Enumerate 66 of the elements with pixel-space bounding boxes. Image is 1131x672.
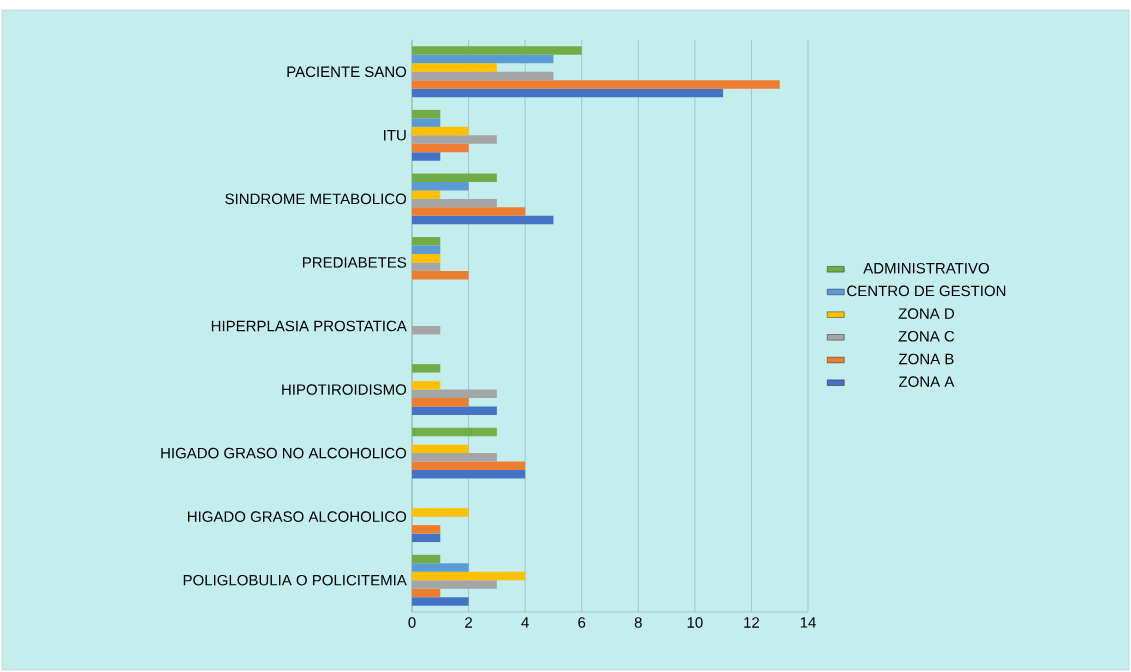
bar bbox=[412, 406, 497, 415]
bar bbox=[412, 444, 469, 454]
y-tick-label: ITU bbox=[384, 130, 406, 141]
bar bbox=[412, 325, 441, 335]
bar bbox=[412, 118, 441, 127]
y-tick-label: PACIENTE SANO bbox=[287, 66, 407, 78]
bar bbox=[412, 563, 469, 572]
bar bbox=[412, 152, 441, 161]
y-tick-label: HIPERPLASIA PROSTATICA bbox=[211, 320, 407, 332]
bar bbox=[412, 364, 441, 373]
bar bbox=[412, 237, 441, 246]
text: ZONA B bbox=[898, 353, 954, 365]
bar bbox=[412, 190, 441, 199]
x-tick-label: 10 bbox=[687, 617, 703, 628]
x-tick-label: 4 bbox=[521, 617, 529, 628]
bar bbox=[412, 126, 469, 136]
bar bbox=[412, 381, 441, 390]
bar bbox=[412, 533, 441, 543]
x-tick-label: 6 bbox=[578, 617, 586, 628]
bar bbox=[412, 461, 526, 471]
y-tick-label: HIGADO GRASO NO ALCOHOLICO bbox=[161, 447, 407, 459]
legend-label: ADMINISTRATIVO bbox=[863, 262, 989, 274]
x-tick-label: 2 bbox=[465, 617, 472, 628]
bar bbox=[412, 207, 526, 216]
legend-label: CENTRO DE GESTION bbox=[847, 285, 1006, 297]
bar bbox=[412, 54, 554, 64]
bar bbox=[412, 63, 497, 72]
bar bbox=[412, 580, 497, 589]
x-tick-label: 12 bbox=[744, 617, 760, 628]
bar bbox=[412, 173, 497, 182]
y-tick-label: SINDROME METABOLICO bbox=[225, 193, 407, 205]
bar bbox=[412, 427, 497, 437]
bar bbox=[412, 597, 469, 606]
x-tick-label: 14 bbox=[800, 617, 816, 628]
bar bbox=[412, 80, 780, 89]
bar bbox=[412, 262, 441, 271]
y-tick-label: HIGADO GRASO ALCOHOLICO bbox=[188, 511, 407, 522]
x-tick-label: 0 bbox=[408, 617, 416, 628]
bar bbox=[412, 453, 497, 462]
bar bbox=[412, 135, 497, 144]
bar bbox=[412, 588, 441, 598]
bar bbox=[412, 571, 526, 581]
bar bbox=[412, 215, 554, 225]
bar bbox=[412, 88, 724, 98]
bar bbox=[412, 253, 441, 263]
bar bbox=[412, 109, 441, 119]
bar bbox=[412, 554, 441, 564]
y-tick-label: PREDIABETES bbox=[303, 257, 407, 268]
bar bbox=[412, 46, 582, 55]
bar bbox=[412, 470, 526, 479]
bar bbox=[412, 389, 497, 399]
bar bbox=[412, 143, 469, 153]
x-tick-label: 8 bbox=[634, 617, 642, 628]
y-tick-label: POLIGLOBULIA O POLICITEMIA bbox=[183, 574, 407, 586]
bar bbox=[412, 71, 554, 81]
text: ZONA C bbox=[898, 330, 955, 342]
bar bbox=[412, 198, 497, 208]
bar bbox=[412, 245, 441, 254]
bar bbox=[412, 525, 441, 534]
bar bbox=[412, 398, 469, 407]
text: ZONA A bbox=[898, 376, 955, 387]
text: ZONA D bbox=[898, 308, 955, 319]
y-tick-label: HIPOTIROIDISMO bbox=[282, 384, 407, 395]
bar bbox=[412, 181, 469, 191]
bar bbox=[412, 270, 469, 280]
bar bbox=[412, 508, 469, 517]
